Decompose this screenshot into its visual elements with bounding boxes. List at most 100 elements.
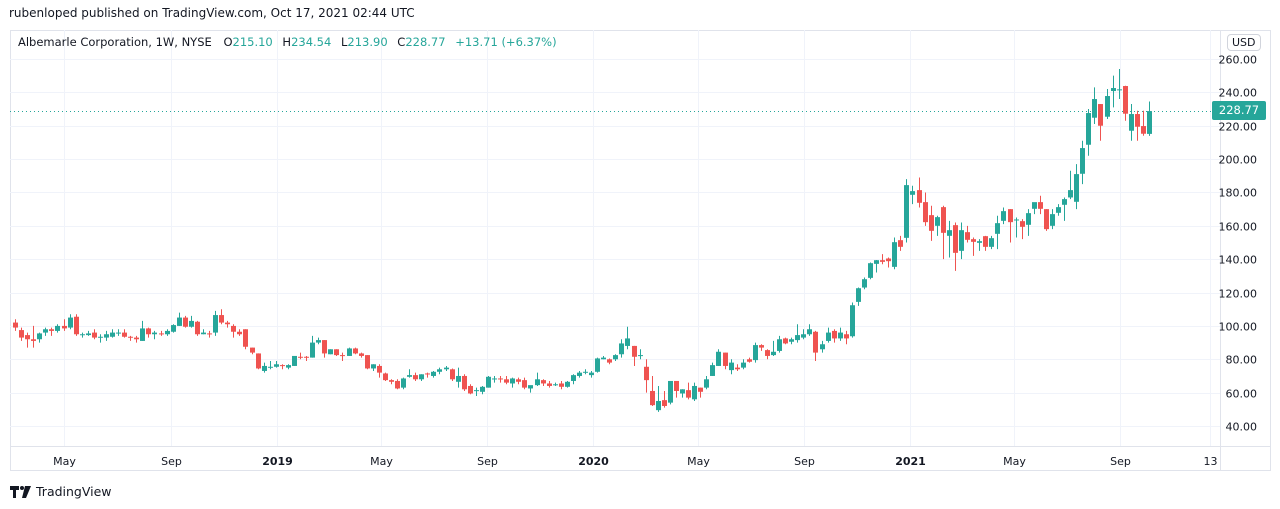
candle-down xyxy=(280,364,285,370)
candle-body xyxy=(377,365,382,373)
candle-body xyxy=(231,325,236,332)
candle-up xyxy=(474,387,479,396)
candle-up xyxy=(553,382,558,386)
candle-body xyxy=(995,223,1000,234)
candle-body xyxy=(559,383,564,387)
candle-up xyxy=(165,329,170,336)
candle-up xyxy=(826,327,831,343)
x-tick-label: Sep xyxy=(161,455,182,468)
candle-up xyxy=(152,330,157,340)
candle-body xyxy=(595,358,600,372)
candle-body xyxy=(607,359,612,363)
candle-down xyxy=(832,329,837,343)
candle-down xyxy=(207,330,212,338)
tradingview-logo[interactable]: TradingView xyxy=(10,484,112,499)
candle-body xyxy=(498,378,503,380)
published-note: rubenloped published on TradingView.com,… xyxy=(9,6,415,20)
x-tick-label: Sep xyxy=(1110,455,1131,468)
candle-up xyxy=(862,277,867,290)
candle-body xyxy=(1141,126,1146,134)
candle-body xyxy=(371,364,376,369)
candle-body xyxy=(207,333,212,335)
candle-down xyxy=(547,380,552,388)
candle-down xyxy=(134,335,139,343)
candle-down xyxy=(74,314,79,336)
candle-down xyxy=(953,222,958,271)
y-tick-label: 40.00 xyxy=(1226,421,1258,434)
candle-body xyxy=(62,325,67,329)
x-tick-label: May xyxy=(370,455,393,468)
candle-up xyxy=(904,179,909,243)
candle-body xyxy=(619,343,624,355)
low-value: 213.90 xyxy=(347,35,388,49)
candle-body xyxy=(753,345,758,361)
candle-body xyxy=(201,332,206,335)
candle-body xyxy=(419,374,424,380)
candle-down xyxy=(62,319,67,331)
candle-body xyxy=(698,387,703,392)
candle-down xyxy=(1020,219,1025,240)
candle-down xyxy=(498,375,503,383)
candle-body xyxy=(644,366,649,381)
candle-down xyxy=(122,329,127,338)
candle-body xyxy=(1014,219,1019,221)
x-tick-label: May xyxy=(1003,455,1026,468)
x-tick-label: 2019 xyxy=(262,455,293,468)
candle-up xyxy=(977,239,982,251)
candle-up xyxy=(486,375,491,388)
candle-body xyxy=(474,390,479,392)
candle-body xyxy=(280,365,285,367)
candle-up xyxy=(68,314,73,330)
candle-up xyxy=(680,389,685,398)
candle-up xyxy=(437,367,442,375)
candle-up xyxy=(892,237,897,270)
candles xyxy=(13,69,1152,412)
candle-body xyxy=(25,335,30,340)
symbol-title[interactable]: Albemarle Corporation, 1W, NYSE xyxy=(18,35,212,49)
candle-body xyxy=(826,332,831,341)
candle-up xyxy=(692,382,697,401)
candle-body xyxy=(292,355,297,366)
candle-body xyxy=(813,331,818,353)
candle-body xyxy=(13,322,18,328)
candle-body xyxy=(1050,214,1055,226)
candle-up xyxy=(1001,207,1006,225)
candle-down xyxy=(146,327,151,338)
candle-body xyxy=(565,381,570,387)
candle-body xyxy=(49,329,54,331)
candle-body xyxy=(686,390,691,398)
candle-body xyxy=(195,321,200,335)
candle-down xyxy=(359,352,364,358)
candle-body xyxy=(1105,96,1110,117)
candle-body xyxy=(1111,88,1116,92)
candle-body xyxy=(219,315,224,323)
candle-body xyxy=(729,362,734,371)
candle-down xyxy=(237,329,242,336)
candle-body xyxy=(316,340,321,343)
candle-up xyxy=(595,357,600,373)
candle-down xyxy=(49,327,54,336)
candle-body xyxy=(735,367,740,370)
candle-down xyxy=(917,177,922,208)
close-value: 228.77 xyxy=(405,35,446,49)
y-tick-label: 180.00 xyxy=(1219,187,1258,200)
candle-up xyxy=(1014,217,1019,238)
candle-body xyxy=(328,349,333,355)
candle-body xyxy=(789,339,794,342)
candle-up xyxy=(189,315,194,328)
high-label: H xyxy=(282,35,292,49)
candle-body xyxy=(1129,114,1134,131)
open-value: 215.10 xyxy=(232,35,273,49)
candle-down xyxy=(389,379,394,385)
candle-up xyxy=(268,360,273,370)
candle-up xyxy=(753,342,758,363)
candle-down xyxy=(765,349,770,360)
candle-down xyxy=(541,379,546,386)
candle-body xyxy=(765,350,770,356)
x-tick-label: 13 xyxy=(1204,455,1218,468)
currency-button[interactable]: USD xyxy=(1227,34,1261,51)
candle-body xyxy=(522,380,527,388)
candle-down xyxy=(250,347,255,355)
candle-body xyxy=(110,332,115,337)
